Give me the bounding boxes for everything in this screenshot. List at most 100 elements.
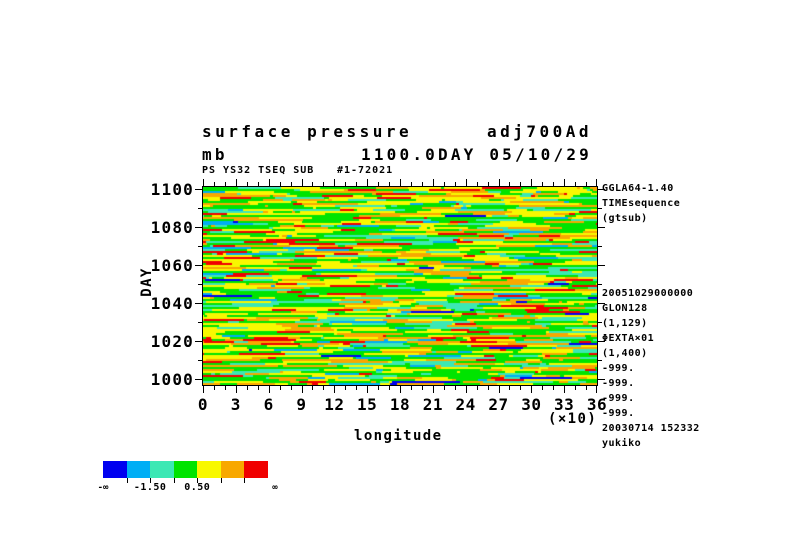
- variable-info-label: PS YS32 TSEQ SUB: [202, 165, 315, 176]
- x-tick: [488, 386, 489, 390]
- y-tick-label: 1100: [150, 179, 194, 199]
- right-panel-grid-info: GGLA64-1.40 TIMEsequence (gtsub): [602, 181, 680, 226]
- heatmap-canvas: [203, 187, 597, 385]
- y-tick-label: 1020: [150, 332, 194, 352]
- x-tick: [553, 386, 554, 390]
- x-tick: [236, 386, 237, 393]
- colorbar-neg-infinity-label: -∞: [97, 483, 109, 493]
- x-tick: [345, 386, 346, 390]
- x-tick-label: 15: [357, 395, 378, 414]
- x-tick: [302, 179, 303, 186]
- x-tick: [553, 182, 554, 186]
- x-tick-label: 12: [324, 395, 345, 414]
- x-tick: [203, 179, 204, 186]
- y-tick: [598, 246, 602, 247]
- right-panel-meta-info: 20051029000000 GLON128 (1,129) ΦEXTA×01 (1,4…: [602, 286, 700, 451]
- colorbar-tick: [244, 478, 246, 483]
- x-tick: [345, 182, 346, 186]
- x-tick: [444, 386, 445, 390]
- x-tick: [477, 182, 478, 186]
- colorbar-tick: [173, 478, 175, 483]
- x-tick-label: 24: [455, 395, 476, 414]
- colorbar-tick: [220, 478, 222, 483]
- x-tick: [203, 386, 204, 393]
- y-tick: [198, 360, 202, 361]
- colorbar-tick: [126, 478, 128, 483]
- x-tick: [225, 386, 226, 390]
- x-tick: [269, 386, 270, 393]
- x-tick: [564, 386, 565, 393]
- x-tick: [499, 386, 500, 393]
- x-tick-label: 30: [521, 395, 542, 414]
- experiment-label: adj700Ad: [486, 122, 592, 141]
- colorbar-value-label: -1.50: [133, 482, 167, 493]
- y-tick: [195, 189, 202, 190]
- x-tick: [433, 179, 434, 186]
- x-tick: [312, 182, 313, 186]
- x-tick-label: 0: [197, 395, 209, 414]
- x-tick-label: 27: [488, 395, 509, 414]
- y-tick: [195, 265, 202, 266]
- x-tick: [280, 182, 281, 186]
- colorbar-pos-infinity-label: ∞: [272, 483, 278, 493]
- y-tick: [598, 303, 605, 304]
- x-tick: [509, 182, 510, 186]
- y-tick-label: 1040: [150, 294, 194, 314]
- y-tick: [195, 303, 202, 304]
- x-tick-label: 33: [554, 395, 575, 414]
- y-tick: [598, 189, 605, 190]
- colorbar-segment: [173, 461, 198, 478]
- colorbar-tick: [197, 478, 199, 483]
- right-panel-line: (1,400): [602, 348, 648, 359]
- x-tick: [575, 182, 576, 186]
- y-tick: [598, 227, 605, 228]
- colorbar-value-label: 0.50: [184, 482, 211, 493]
- x-tick-label: 18: [389, 395, 411, 414]
- x-tick: [236, 179, 237, 186]
- x-tick: [367, 179, 368, 186]
- colorbar-segment: [150, 461, 174, 478]
- colorbar-segment: [126, 461, 151, 478]
- colorbar-segment: [244, 461, 269, 478]
- x-tick: [542, 386, 543, 390]
- x-tick: [411, 386, 412, 390]
- x-tick: [247, 182, 248, 186]
- y-tick: [195, 341, 202, 342]
- x-tick: [575, 386, 576, 390]
- x-tick: [280, 386, 281, 390]
- y-tick: [598, 284, 602, 285]
- x-tick: [269, 179, 270, 186]
- y-tick: [195, 379, 202, 380]
- x-tick: [596, 386, 597, 393]
- right-panel-line: ΦEXTA×01: [602, 333, 655, 344]
- x-axis-title: longitude: [354, 428, 443, 444]
- x-tick: [586, 386, 587, 390]
- y-tick: [598, 379, 605, 380]
- x-tick: [214, 386, 215, 390]
- x-tick: [323, 386, 324, 390]
- x-tick: [302, 386, 303, 393]
- heatmap-plot-area: [195, 179, 605, 393]
- x-axis-scale-note: (×10): [548, 411, 598, 427]
- x-tick: [323, 182, 324, 186]
- x-tick: [444, 182, 445, 186]
- x-tick: [247, 386, 248, 390]
- colorbar-segment: [103, 461, 127, 478]
- y-tick: [598, 322, 602, 323]
- x-tick: [509, 386, 510, 390]
- y-tick: [598, 341, 605, 342]
- x-tick: [356, 182, 357, 186]
- x-tick-label: 21: [422, 395, 443, 414]
- x-tick: [531, 179, 532, 186]
- right-panel-line: (1,129): [602, 318, 648, 329]
- colorbar-segment: [220, 461, 245, 478]
- colorbar-segment: [197, 461, 221, 478]
- x-tick: [466, 386, 467, 393]
- x-tick: [291, 386, 292, 390]
- x-tick: [433, 386, 434, 393]
- y-tick: [198, 208, 202, 209]
- x-tick: [477, 386, 478, 390]
- right-panel-line: 20051029000000: [602, 288, 694, 299]
- x-tick: [367, 386, 368, 393]
